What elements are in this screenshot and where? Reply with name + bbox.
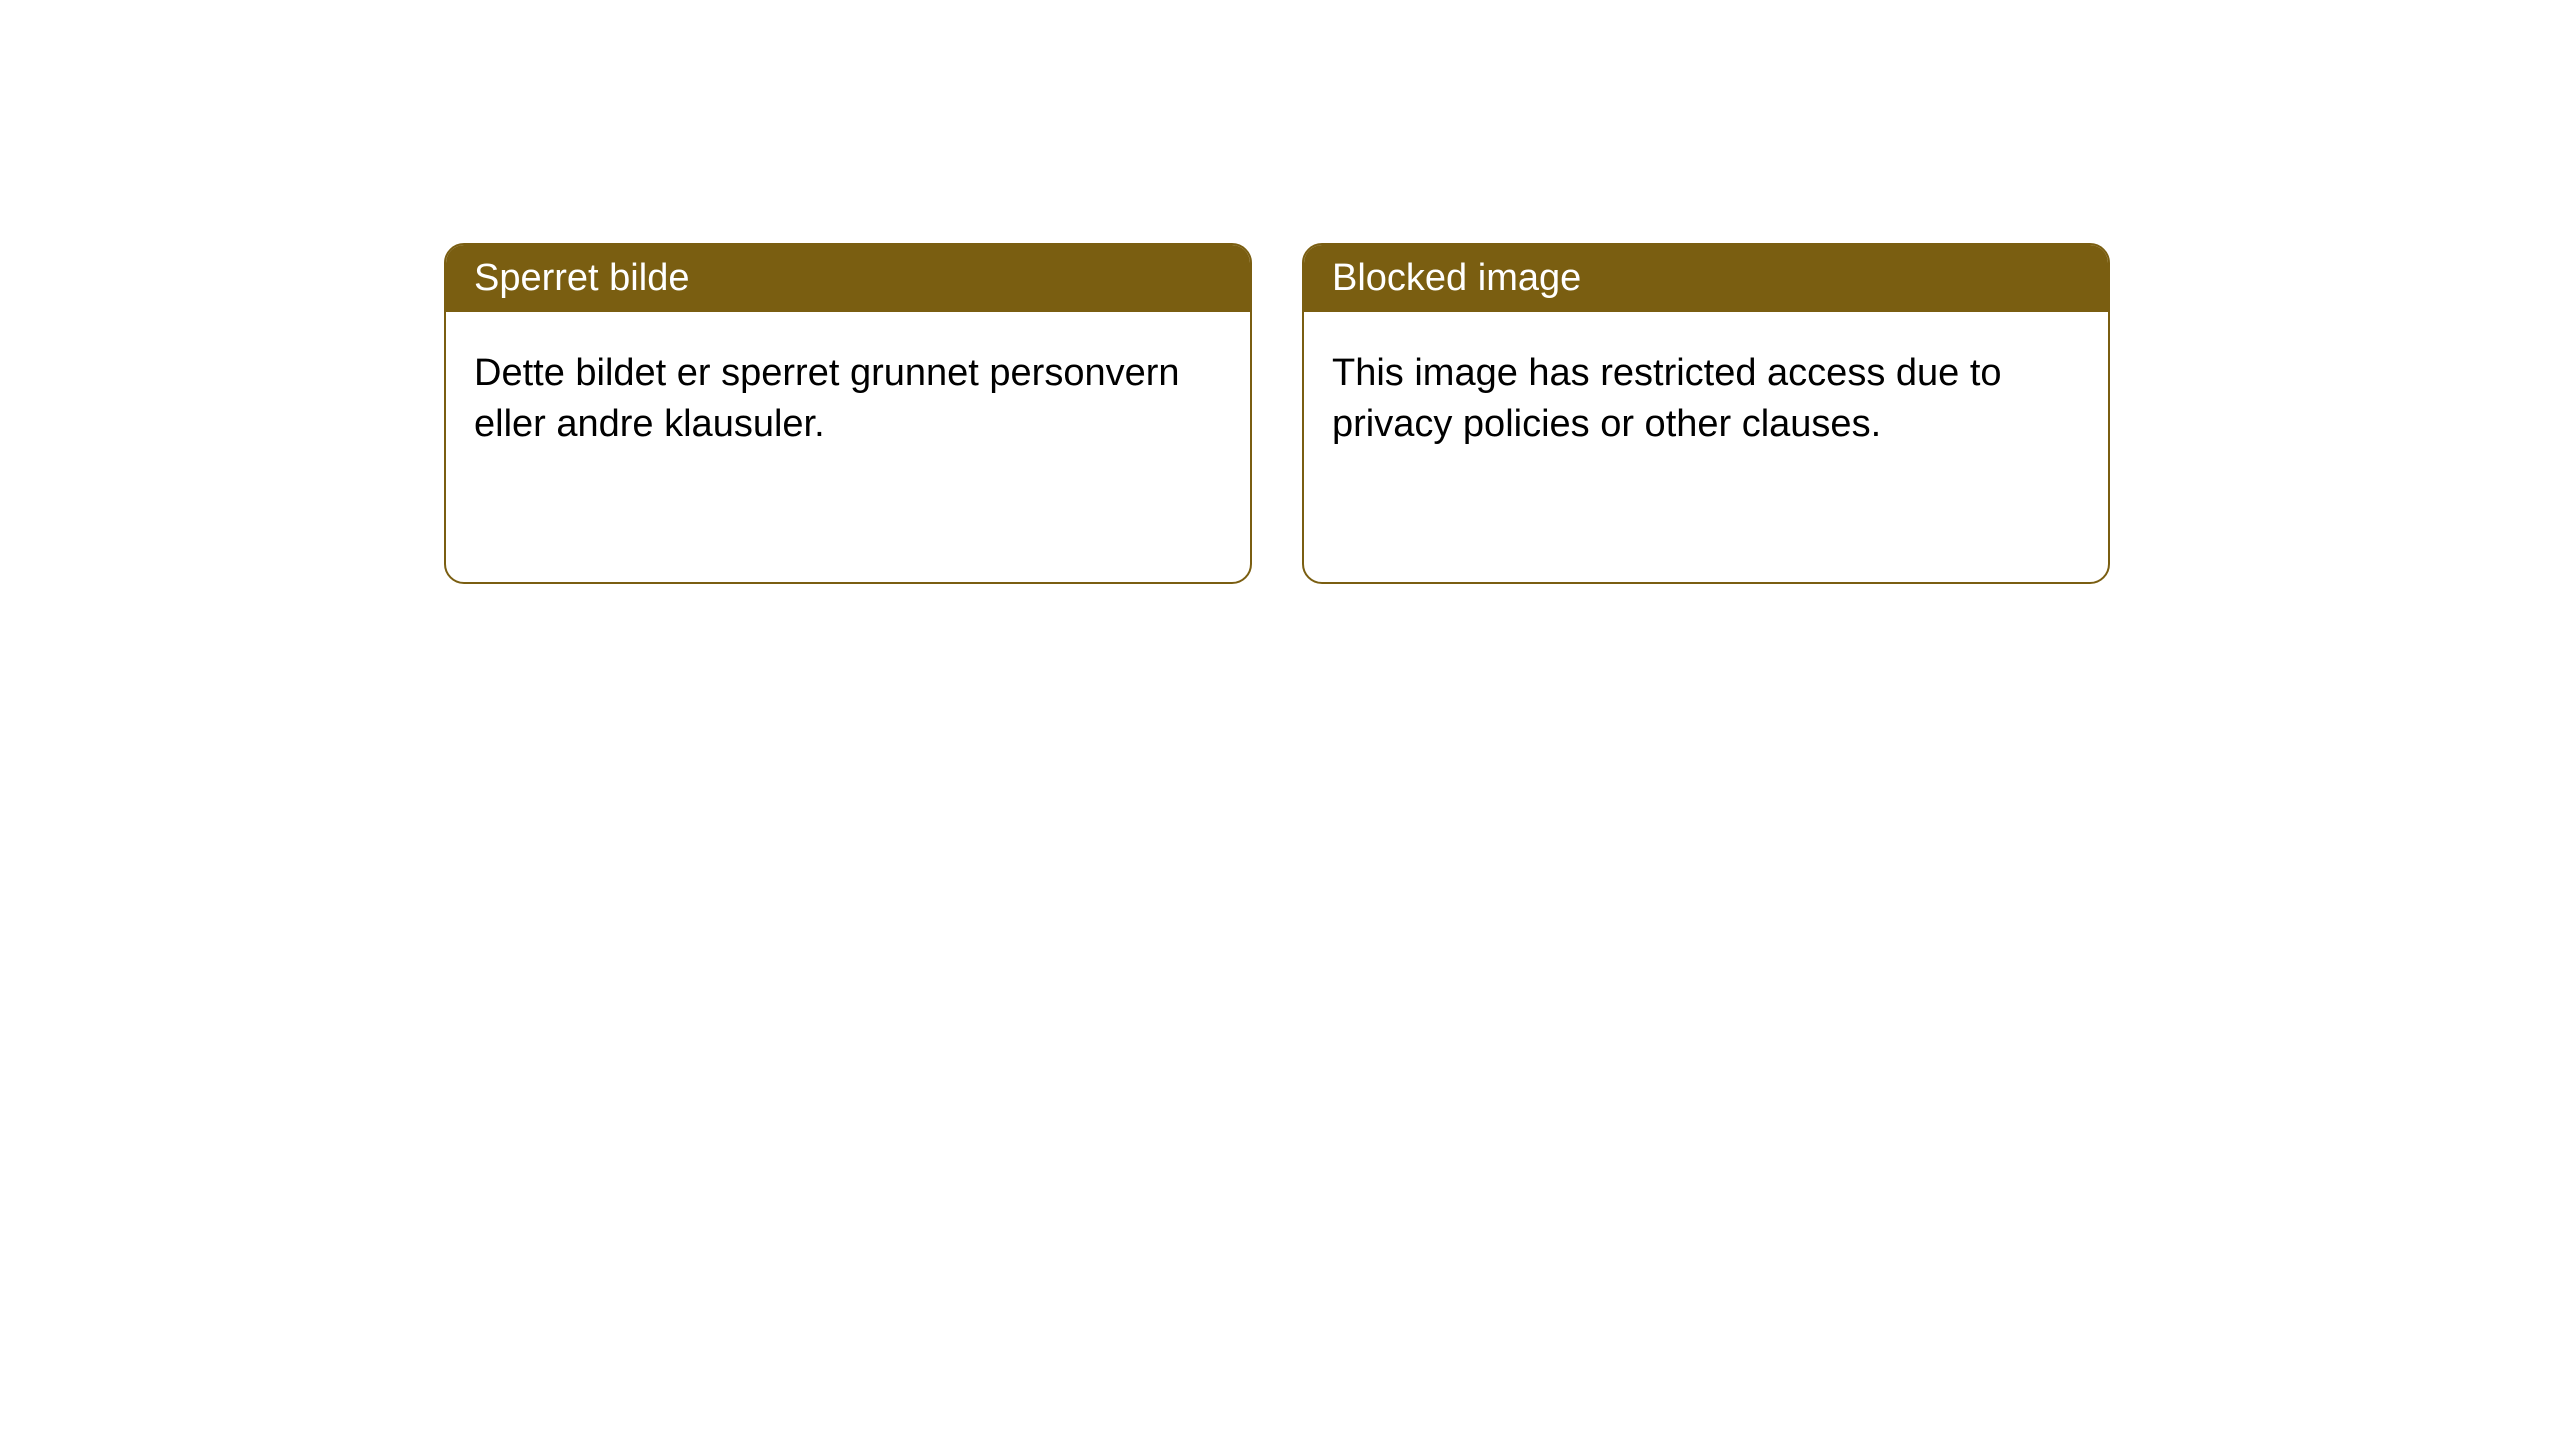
card-header: Blocked image bbox=[1304, 245, 2108, 312]
card-message: Dette bildet er sperret grunnet personve… bbox=[474, 352, 1180, 445]
card-body: This image has restricted access due to … bbox=[1304, 312, 2108, 582]
card-body: Dette bildet er sperret grunnet personve… bbox=[446, 312, 1250, 582]
card-message: This image has restricted access due to … bbox=[1332, 352, 2002, 445]
blocked-image-card-en: Blocked image This image has restricted … bbox=[1302, 243, 2110, 584]
blocked-image-card-nb: Sperret bilde Dette bildet er sperret gr… bbox=[444, 243, 1252, 584]
card-header: Sperret bilde bbox=[446, 245, 1250, 312]
card-title: Sperret bilde bbox=[474, 257, 689, 299]
card-title: Blocked image bbox=[1332, 257, 1581, 299]
cards-container: Sperret bilde Dette bildet er sperret gr… bbox=[0, 0, 2560, 584]
